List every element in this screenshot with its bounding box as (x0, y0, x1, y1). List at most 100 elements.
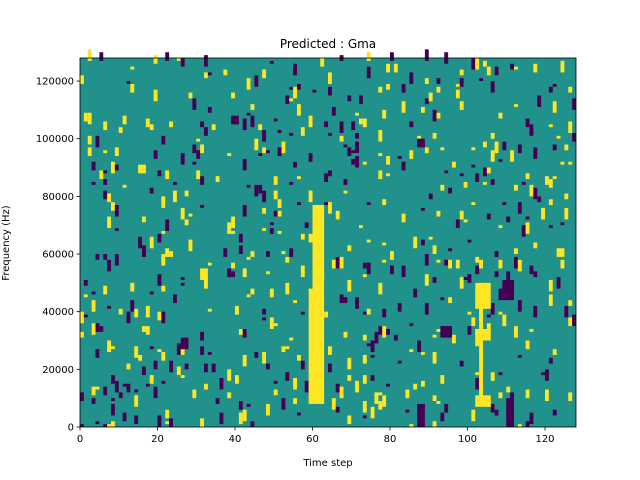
heatmap-cell (188, 213, 193, 217)
heatmap-cell (95, 323, 100, 332)
heatmap-cell (95, 421, 100, 425)
heatmap-cell (498, 158, 503, 162)
heatmap-cell (83, 314, 88, 318)
heatmap-cell (359, 95, 363, 105)
heatmap-cell (328, 72, 332, 84)
heatmap-high-region (475, 328, 491, 341)
heatmap-cell (560, 259, 565, 269)
heatmap-cell (413, 288, 418, 298)
heatmap-cell (262, 228, 267, 231)
heatmap-cell (490, 372, 495, 381)
heatmap-cell (424, 303, 429, 315)
heatmap-cell (95, 386, 100, 390)
heatmap-cell (467, 326, 472, 335)
heatmap-cell (114, 164, 119, 171)
heatmap-cell (262, 207, 267, 214)
heatmap-cell (320, 58, 325, 67)
heatmap-cell (118, 308, 123, 315)
heatmap-cell (111, 421, 115, 427)
heatmap-cell (506, 271, 511, 283)
heatmap-cell (568, 392, 573, 402)
heatmap-cell (204, 383, 208, 390)
heatmap-cell (300, 265, 305, 278)
x-tick-label: 20 (151, 434, 164, 445)
heatmap-cell (324, 311, 329, 318)
heatmap-cell (200, 331, 205, 341)
heatmap-cell (258, 153, 263, 157)
heatmap-cell (161, 380, 166, 384)
heatmap-cell (463, 219, 468, 223)
heatmap-cell (490, 132, 495, 139)
heatmap-cell (572, 132, 577, 142)
heatmap-cell (525, 421, 530, 427)
y-tick-label: 100000 (36, 134, 74, 145)
heatmap-cell (300, 127, 305, 136)
heatmap-cell (250, 104, 255, 110)
heatmap-cell (308, 190, 313, 203)
heatmap-cell (498, 259, 503, 269)
heatmap-cell (339, 256, 344, 269)
heatmap-cell (467, 311, 472, 315)
heatmap-cell (459, 69, 464, 76)
heatmap-cell (145, 383, 150, 387)
heatmap-cell (440, 375, 445, 384)
heatmap-cell (107, 305, 112, 309)
heatmap-cell (207, 308, 212, 312)
heatmap-cell (165, 248, 170, 257)
x-axis-label: Time step (302, 458, 352, 469)
heatmap-cell (130, 282, 135, 292)
heatmap-cell (510, 150, 515, 162)
heatmap-cell (514, 326, 518, 338)
heatmap-cell (502, 314, 507, 327)
heatmap-cell (514, 184, 518, 191)
heatmap-cell (126, 383, 131, 393)
x-tick-label: 80 (384, 434, 397, 445)
heatmap-cell (386, 63, 391, 73)
heatmap-cell (362, 311, 367, 315)
heatmap-cell (87, 135, 92, 145)
heatmap-cell (455, 219, 460, 229)
x-tick-label: 100 (458, 434, 477, 445)
heatmap-cell (215, 398, 220, 404)
heatmap-cell (560, 222, 565, 226)
heatmap-cell (114, 254, 119, 266)
heatmap-cell (87, 112, 92, 125)
heatmap-cell (378, 282, 383, 295)
heatmap-cell (269, 317, 274, 329)
heatmap-cell (231, 216, 236, 229)
heatmap-cell (370, 375, 375, 381)
heatmap-cell (401, 161, 406, 171)
heatmap-cell (494, 66, 499, 76)
heatmap-cell (80, 331, 84, 338)
heatmap-cell (227, 153, 232, 157)
heatmap-cell (142, 366, 146, 376)
heatmap-cell (145, 326, 150, 335)
heatmap-cell (134, 346, 139, 358)
heatmap-cell (238, 233, 243, 243)
heatmap-cell (421, 380, 425, 387)
heatmap-cell (254, 75, 259, 87)
heatmap-high-region (312, 205, 325, 404)
heatmap-cell (533, 187, 538, 200)
heatmap-cell (254, 184, 259, 197)
heatmap-cell (176, 58, 181, 61)
heatmap-cell (254, 138, 259, 151)
heatmap-cell (564, 305, 569, 318)
heatmap-cell (548, 279, 553, 292)
heatmap-cell (266, 363, 270, 370)
heatmap-cell (266, 251, 270, 257)
heatmap-cell (176, 343, 181, 355)
heatmap-cell (397, 156, 402, 159)
heatmap-cell (386, 156, 391, 165)
heatmap-cell (142, 245, 146, 257)
heatmap-cell (122, 412, 127, 422)
heatmap-cell (366, 308, 371, 315)
heatmap-cell (184, 219, 189, 226)
heatmap-cell (355, 112, 360, 116)
heatmap-cell (347, 245, 352, 252)
heatmap-cell (382, 199, 387, 206)
heatmap-cell (250, 251, 255, 257)
heatmap-cell (409, 349, 414, 353)
heatmap-cell (545, 389, 549, 402)
